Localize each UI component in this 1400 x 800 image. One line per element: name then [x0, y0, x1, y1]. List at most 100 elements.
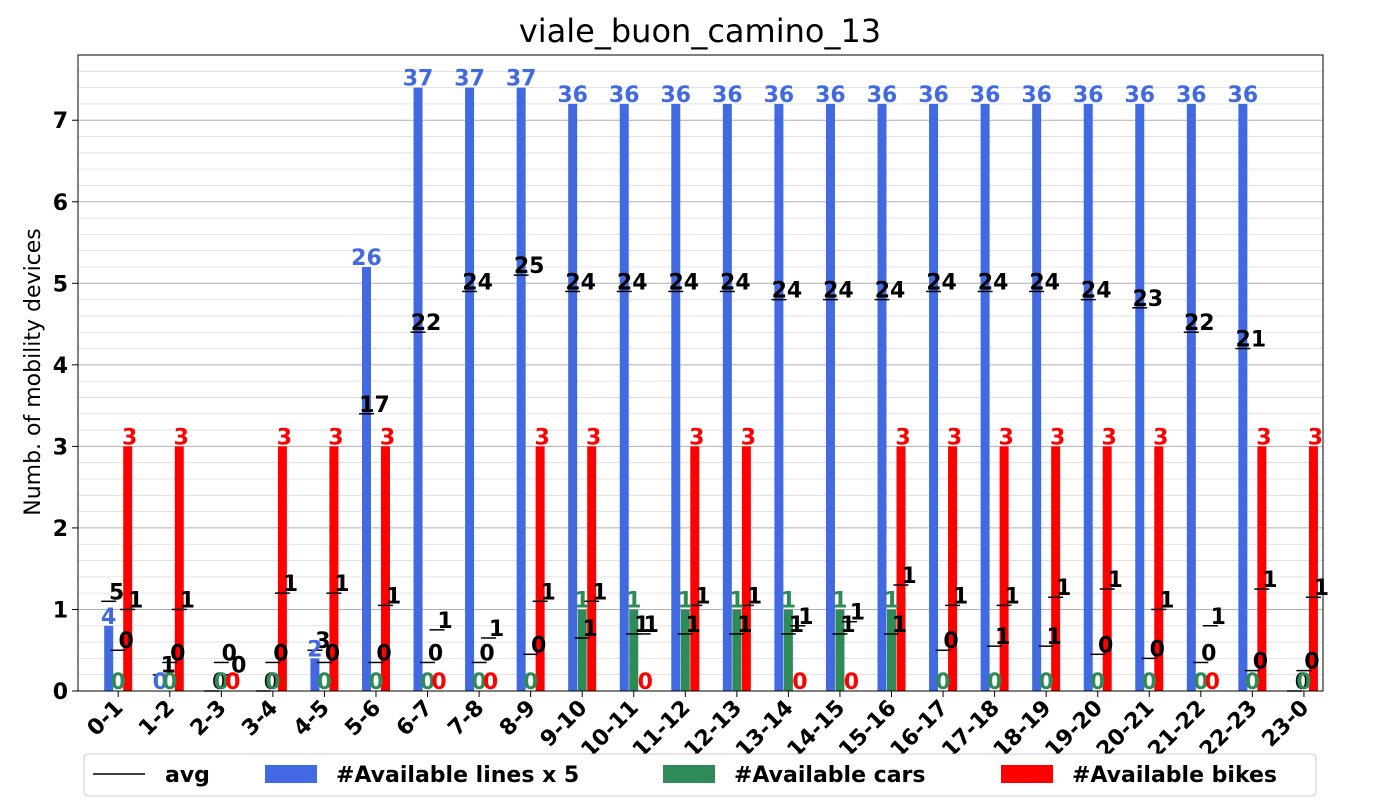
- bar: [277, 446, 287, 691]
- x-tick-label: 18-19: [989, 696, 1056, 763]
- value-label: 3: [1050, 425, 1065, 450]
- legend-bikes-label: #Available bikes: [1072, 763, 1277, 788]
- value-label: 0: [523, 670, 538, 695]
- avg-label: 1: [180, 588, 195, 613]
- avg-label: 1: [1262, 568, 1277, 593]
- bar: [577, 609, 587, 691]
- value-label: 0: [420, 670, 435, 695]
- bar: [1308, 446, 1318, 691]
- value-label: 1: [781, 588, 796, 613]
- x-tick-label: 12-13: [680, 696, 747, 763]
- bar: [722, 103, 732, 691]
- avg-label: 0: [943, 629, 958, 654]
- bar: [104, 625, 114, 691]
- avg-label: 0: [428, 641, 443, 666]
- bar: [1102, 446, 1112, 691]
- bar: [568, 103, 578, 691]
- avg-label: 1: [1159, 588, 1174, 613]
- avg-label: 1: [695, 584, 710, 609]
- bar: [732, 609, 742, 691]
- x-tick-label: 2-3: [186, 696, 232, 742]
- bar: [380, 446, 390, 691]
- value-label: 1: [729, 588, 744, 613]
- bar: [783, 609, 793, 691]
- x-tick-label: 1-2: [134, 696, 180, 742]
- bar: [774, 103, 784, 691]
- avg-label: 24: [978, 270, 1009, 295]
- value-label: 26: [351, 246, 382, 271]
- avg-label: 1: [892, 613, 907, 638]
- avg-label: 1: [283, 572, 298, 597]
- value-label: 36: [867, 83, 898, 108]
- avg-label: 0: [531, 633, 546, 658]
- value-label: 0: [844, 670, 859, 695]
- value-label: 36: [1228, 83, 1259, 108]
- bar: [516, 87, 526, 692]
- avg-label: 0: [264, 670, 279, 695]
- avg-label: 23: [1132, 287, 1163, 312]
- x-tick-label: 5-6: [340, 696, 386, 742]
- avg-label: 1: [1211, 605, 1226, 630]
- x-tick-label: 23-0: [1258, 696, 1315, 753]
- avg-label: 24: [1029, 270, 1060, 295]
- y-tick-label: 6: [53, 191, 68, 216]
- bar: [1186, 103, 1196, 691]
- value-label: 0: [265, 670, 280, 695]
- avg-label: 0: [273, 641, 288, 666]
- bar: [619, 103, 629, 691]
- avg-label: 0: [222, 641, 237, 666]
- value-label: 3: [122, 425, 137, 450]
- value-label: 37: [506, 67, 537, 92]
- value-label: 0: [368, 670, 383, 695]
- avg-label: 1: [540, 580, 555, 605]
- avg-label: 1: [995, 625, 1010, 650]
- avg-label: 1: [1108, 568, 1123, 593]
- value-label: 0: [1039, 670, 1054, 695]
- bar: [690, 446, 700, 691]
- bar: [361, 267, 371, 691]
- value-label: 0: [214, 670, 229, 695]
- avg-label: 1: [386, 584, 401, 609]
- avg-label: 1: [583, 617, 598, 642]
- value-label: 3: [947, 425, 962, 450]
- avg-label: 0: [1304, 650, 1319, 675]
- bar: [123, 446, 133, 691]
- y-tick-label: 4: [53, 354, 68, 379]
- chart-title: viale_buon_camino_13: [519, 12, 881, 50]
- value-label: 0: [317, 670, 332, 695]
- avg-label: 1: [489, 617, 504, 642]
- avg-label: 1: [128, 588, 143, 613]
- avg-label: 0: [119, 629, 134, 654]
- value-label: 0: [1193, 670, 1208, 695]
- y-tick-label: 0: [53, 680, 68, 705]
- y-axis-label: Numb. of mobility devices: [21, 228, 46, 516]
- value-label: 1: [884, 588, 899, 613]
- value-label: 36: [660, 83, 691, 108]
- value-label: 36: [712, 83, 743, 108]
- legend-cars-label: #Available cars: [734, 763, 926, 788]
- value-label: 1: [832, 588, 847, 613]
- value-label: 3: [1153, 425, 1168, 450]
- value-label: 3: [586, 425, 601, 450]
- value-label: 36: [609, 83, 640, 108]
- avg-label: 1: [686, 613, 701, 638]
- avg-label: 24: [668, 270, 699, 295]
- bar: [1135, 103, 1145, 691]
- avg-label: 22: [1184, 311, 1215, 336]
- avg-label: 1: [437, 609, 452, 634]
- value-label: 0: [483, 670, 498, 695]
- value-label: 0: [1296, 670, 1311, 695]
- x-tick-label: 21-22: [1144, 696, 1211, 763]
- value-label: 0: [1142, 670, 1157, 695]
- value-label: 0: [111, 670, 126, 695]
- avg-label: 1: [634, 613, 649, 638]
- bar: [1032, 103, 1042, 691]
- bar: [671, 103, 681, 691]
- avg-label: 0: [325, 641, 340, 666]
- value-label: 0: [1090, 670, 1105, 695]
- value-label: 0: [1245, 670, 1260, 695]
- value-label: 3: [1256, 425, 1271, 450]
- x-tick-label: 22-23: [1195, 696, 1262, 763]
- bar: [310, 658, 320, 691]
- x-tick-label: 0-1: [83, 696, 129, 742]
